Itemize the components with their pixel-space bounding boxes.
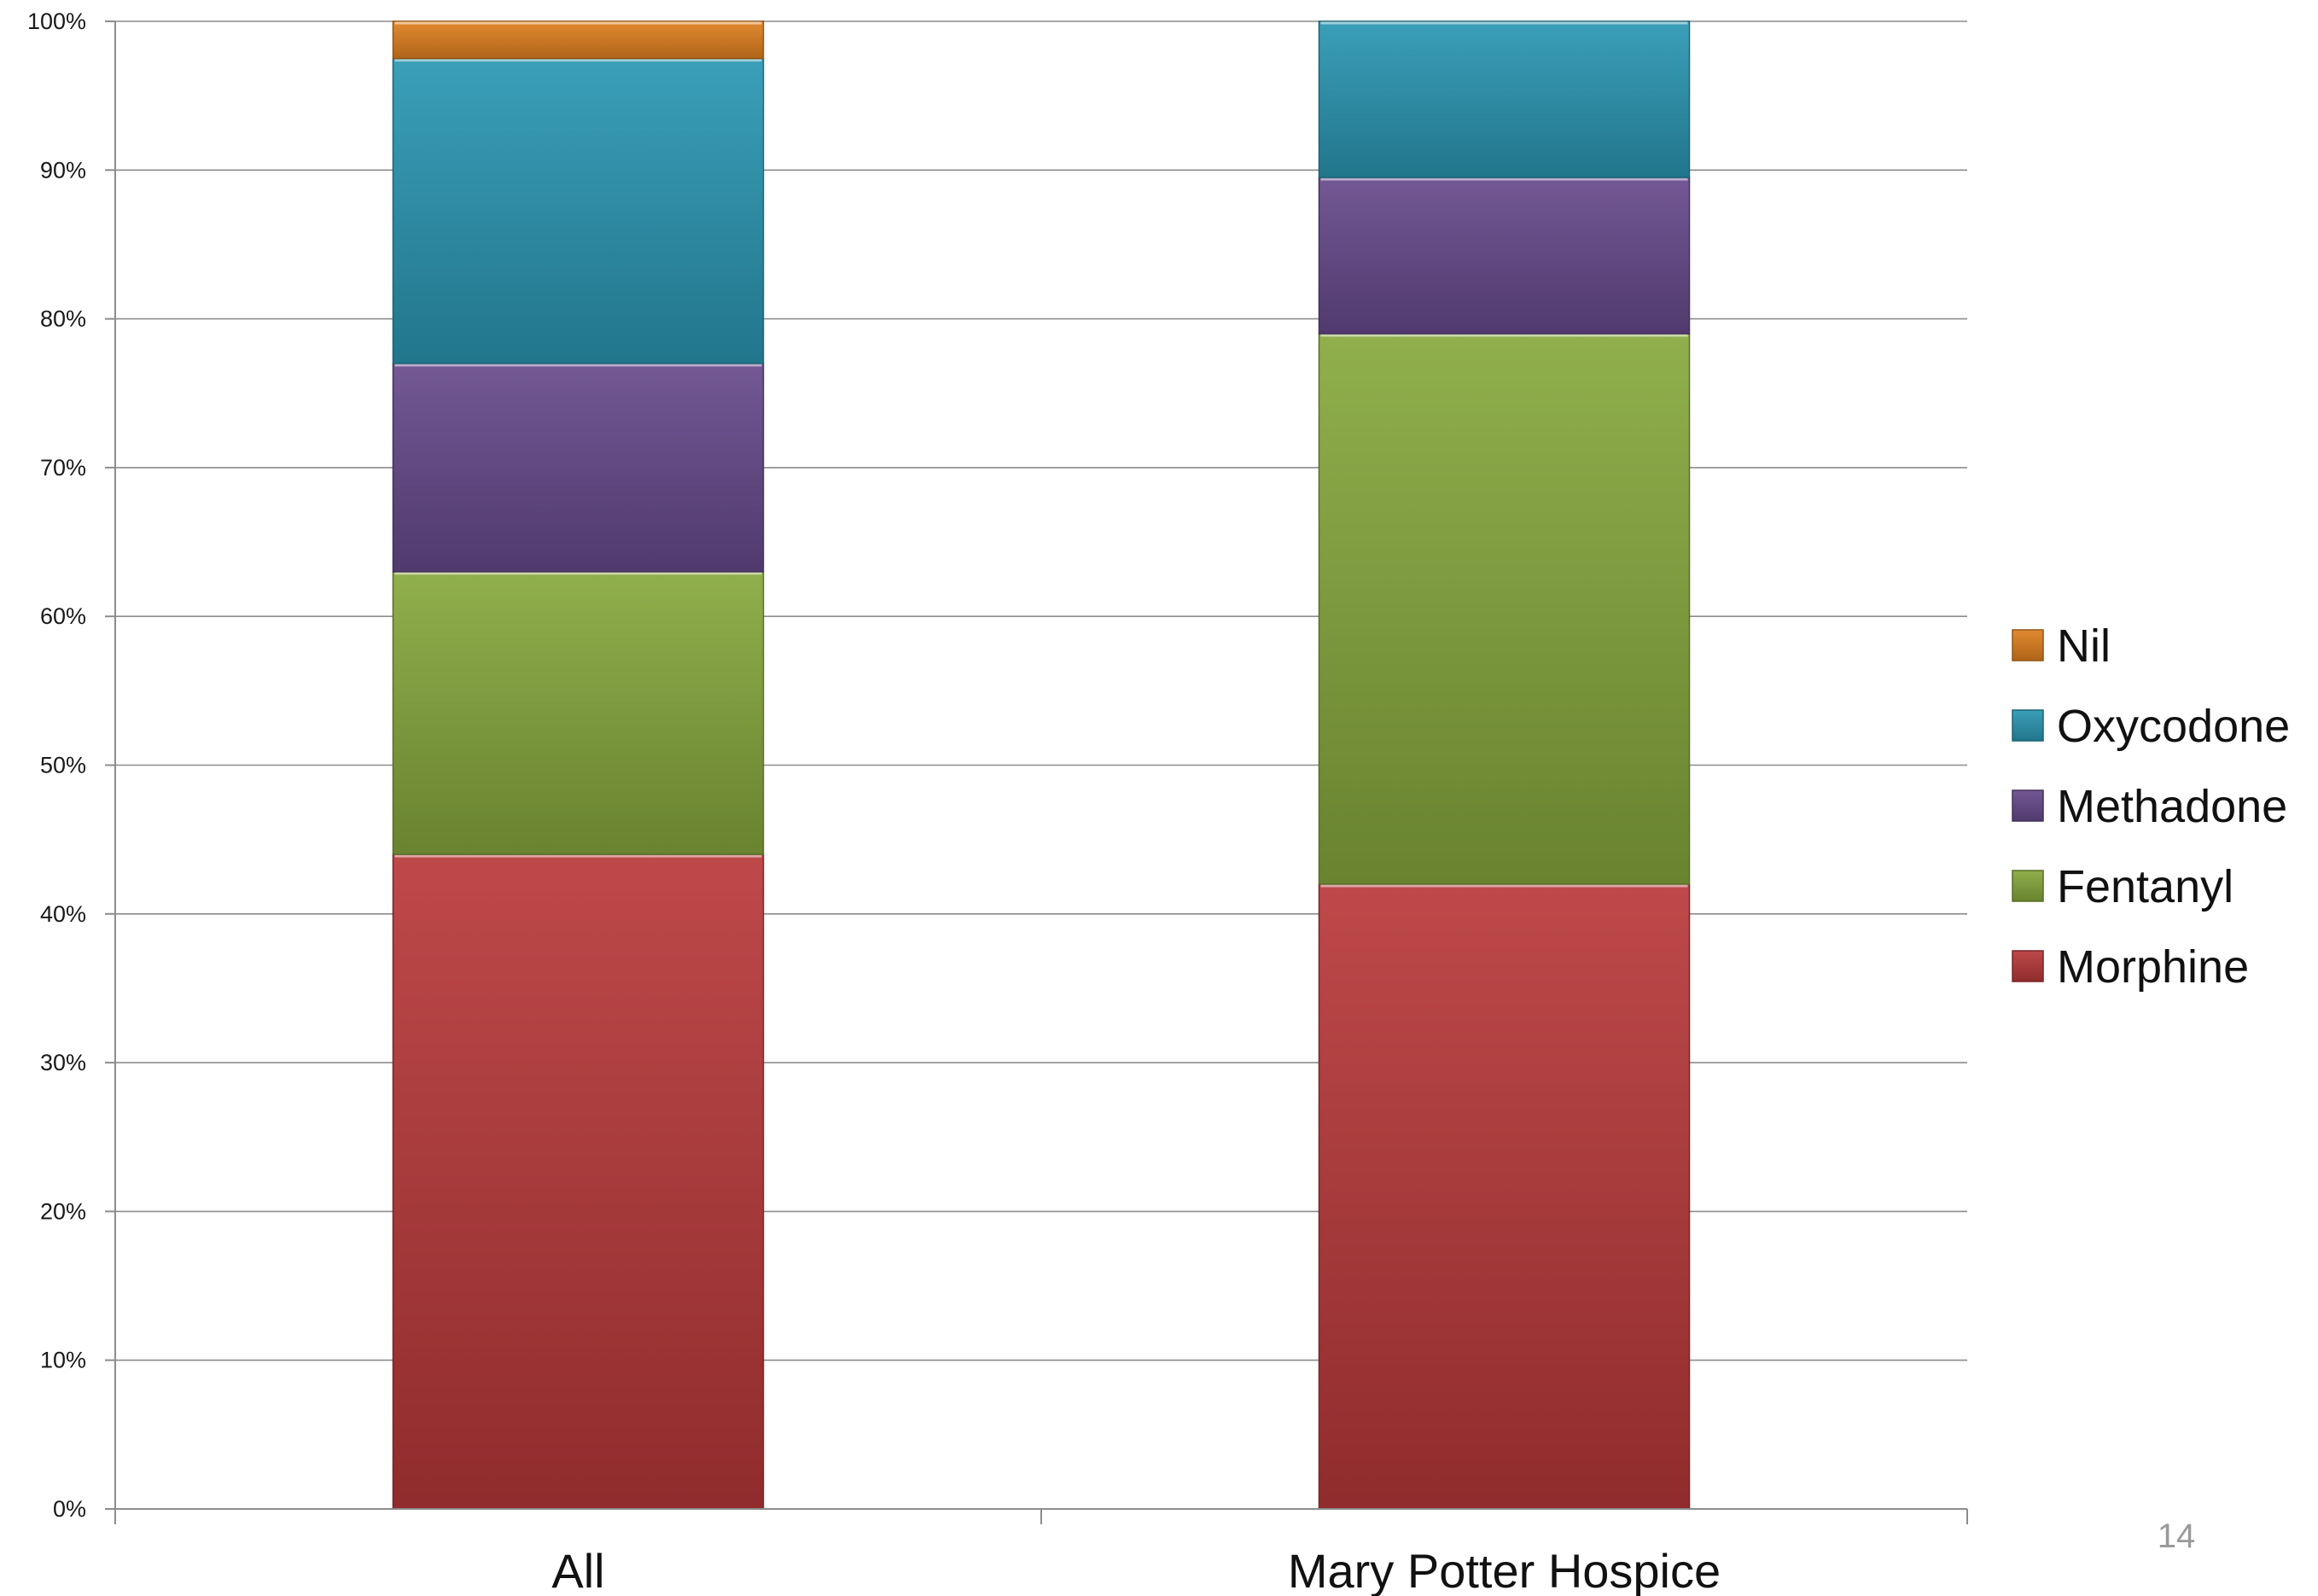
category-label: Mary Potter Hospice bbox=[1288, 1544, 1721, 1596]
bar-morphine-all bbox=[392, 853, 765, 1510]
legend-swatch-nil bbox=[2012, 629, 2044, 661]
bar-oxycodone-mary-potter-hospice bbox=[1318, 20, 1691, 178]
category-labels: All Mary Potter Hospice bbox=[551, 1544, 1721, 1596]
y-tick-label: 100% bbox=[27, 9, 86, 34]
legend-label-fentanyl: Fentanyl bbox=[2057, 861, 2234, 912]
y-tick-label: 80% bbox=[40, 306, 86, 332]
legend-label-methadone: Methadone bbox=[2057, 781, 2287, 832]
bar-nil-all bbox=[392, 20, 765, 60]
page-number: 14 bbox=[2157, 1517, 2196, 1555]
y-tick-label: 0% bbox=[53, 1496, 86, 1522]
legend: Nil Oxycodone Methadone Fentanyl Morphine bbox=[2012, 620, 2290, 993]
legend-swatch-fentanyl bbox=[2012, 870, 2044, 902]
legend-swatch-oxycodone bbox=[2012, 709, 2044, 742]
bar-morphine-mary-potter-hospice bbox=[1318, 883, 1691, 1510]
legend-label-morphine: Morphine bbox=[2057, 941, 2249, 993]
y-tick-label: 90% bbox=[40, 157, 86, 183]
legend-label-nil: Nil bbox=[2057, 620, 2111, 672]
y-tick-labels: 0% 10% 20% 30% 40% 50% 60% 70% 80% 90% 100% bbox=[27, 9, 86, 1522]
bar-methadone-mary-potter-hospice bbox=[1318, 177, 1691, 335]
y-tick-label: 40% bbox=[40, 901, 86, 927]
y-tick-label: 50% bbox=[40, 753, 86, 778]
y-tick-label: 60% bbox=[40, 603, 86, 629]
legend-swatch-methadone bbox=[2012, 789, 2044, 822]
bar-fentanyl-all bbox=[392, 571, 765, 855]
legend-swatch-morphine bbox=[2012, 950, 2044, 982]
bar-fentanyl-mary-potter-hospice bbox=[1318, 333, 1691, 885]
y-tick-label: 10% bbox=[40, 1348, 86, 1373]
y-tick-label: 70% bbox=[40, 455, 86, 481]
y-tick-label: 30% bbox=[40, 1050, 86, 1075]
bar-methadone-all bbox=[392, 363, 765, 573]
bars bbox=[392, 20, 1691, 1510]
bar-oxycodone-all bbox=[392, 57, 765, 364]
y-tick-label: 20% bbox=[40, 1198, 86, 1224]
legend-label-oxycodone: Oxycodone bbox=[2057, 701, 2290, 752]
axes bbox=[105, 20, 1968, 1524]
category-label: All bbox=[551, 1544, 604, 1596]
